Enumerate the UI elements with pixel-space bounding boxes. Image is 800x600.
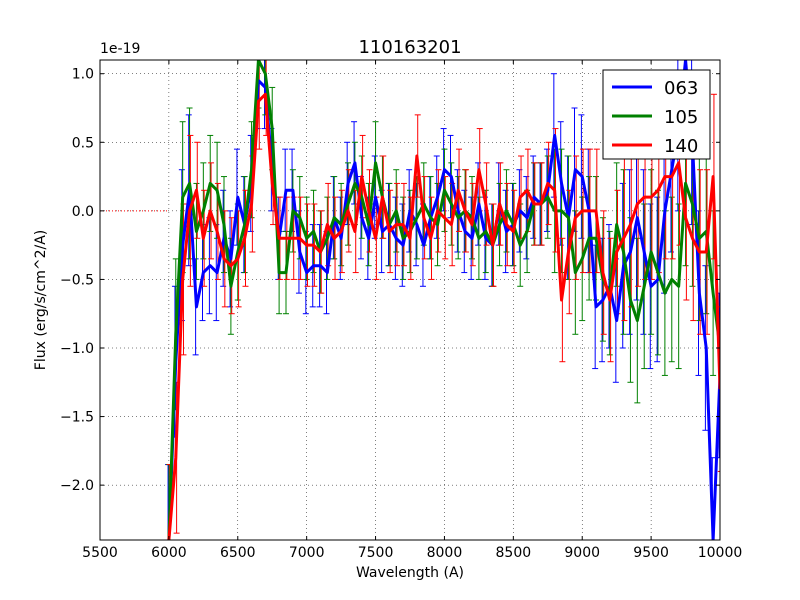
series-line-105 (167, 60, 720, 540)
x-tick-label: 9500 (633, 545, 669, 561)
y-tick-label: −1.5 (60, 410, 94, 426)
x-tick-label: 5500 (82, 545, 118, 561)
x-tick-label: 9000 (564, 545, 600, 561)
series-layer (165, 60, 720, 540)
x-axis-label: Wavelength (A) (356, 565, 464, 581)
x-tick-label: 8500 (496, 545, 532, 561)
series-line-063 (167, 60, 720, 540)
x-tick-label: 6500 (220, 545, 256, 561)
plot-frame (99, 59, 721, 541)
series-line-140 (167, 92, 720, 540)
x-tick-label: 10000 (698, 545, 743, 561)
axis-ticks: 5500 6000 6500 7000 7500 8000 8500 9000 9500 1000… (60, 60, 742, 561)
y-tick-label: −0.5 (60, 272, 94, 288)
y-tick-label: −2.0 (60, 478, 94, 494)
legend-label-140: 140 (664, 136, 698, 157)
x-tick-label: 7500 (358, 545, 394, 561)
y-axis-label: Flux (erg/s/cm^2/A) (33, 230, 49, 370)
y-tick-label: 0.5 (72, 135, 94, 151)
x-tick-label: 8000 (427, 545, 463, 561)
y-offset-label: 1e-19 (100, 41, 140, 57)
legend-label-063: 063 (664, 78, 698, 99)
chart-title: 110163201 (358, 37, 461, 58)
legend-label-105: 105 (664, 107, 698, 128)
y-tick-label: 1.0 (72, 67, 94, 83)
legend: 063 105 140 (602, 69, 711, 160)
x-tick-label: 7000 (289, 545, 325, 561)
x-tick-label: 6000 (151, 545, 187, 561)
y-tick-label: 0.0 (72, 204, 94, 220)
y-tick-label: −1.0 (60, 341, 94, 357)
